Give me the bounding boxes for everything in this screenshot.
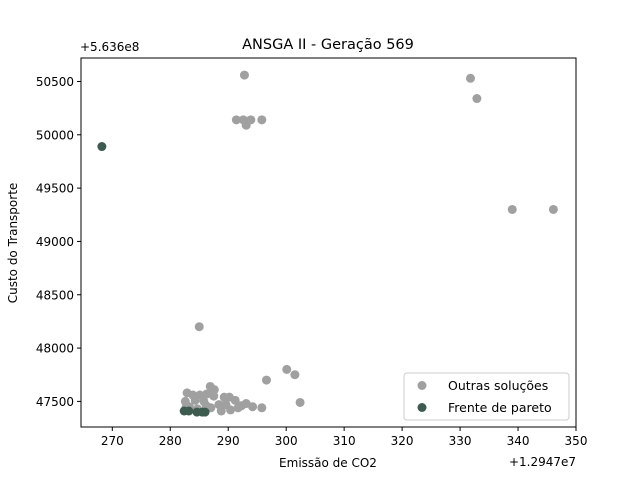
y-tick-label: 50500 [36,75,74,89]
data-point [241,120,251,130]
data-point [97,142,107,152]
y-tick-label: 49500 [36,182,74,196]
legend: Outras soluções Frente de pareto [403,372,570,421]
data-point [200,407,210,417]
x-tick-label: 280 [159,434,182,448]
data-point [233,403,243,413]
y-tick-label: 49000 [36,235,74,249]
legend-box [403,372,570,421]
x-tick-label: 350 [565,434,588,448]
data-point [239,70,249,80]
data-point [202,389,212,399]
x-tick-label: 320 [391,434,414,448]
y-tick-label: 47500 [36,395,74,409]
plot-frame [80,57,577,428]
data-point [194,322,204,332]
x-tick-label: 340 [507,434,530,448]
data-point [226,405,236,415]
axis-ticks: 270 280 290 300 310 320 330 340 350 47500 48000 485… [36,75,588,448]
data-point [190,395,200,405]
y-tick-label: 48500 [36,288,74,302]
series-outras-solucoes [180,70,558,416]
x-tick-label: 330 [449,434,472,448]
legend-marker-pareto [417,403,427,412]
data-point [472,94,482,104]
x-tick-label: 290 [217,434,240,448]
data-point [295,397,305,407]
x-tick-label: 310 [333,434,356,448]
data-point [282,364,292,374]
data-point [507,204,517,214]
data-point [261,375,271,385]
chart-title: ANSGA II - Geração 569 [242,37,414,53]
data-point [257,115,267,125]
legend-marker-outras [417,381,427,390]
x-tick-label: 300 [275,434,298,448]
data-point [216,406,226,416]
data-point [248,402,258,412]
y-tick-label: 50000 [36,128,74,142]
data-point [231,115,241,125]
legend-label-pareto: Frente de pareto [448,400,552,415]
x-axis-label: Emissão de CO2 [279,456,377,470]
data-point [290,370,300,380]
y-tick-label: 48000 [36,342,74,356]
x-tick-label: 270 [101,434,124,448]
y-offset-text: +5.636e8 [80,40,139,54]
data-point [548,204,558,214]
y-axis-label: Custo do Transporte [6,183,20,304]
data-point [257,403,267,413]
x-offset-text: +1.2947e7 [509,455,576,469]
data-point [466,73,476,83]
data-point [184,406,194,416]
legend-label-outras: Outras soluções [448,378,548,393]
data-points [97,70,558,417]
series-frente-de-pareto [97,142,210,417]
data-point [209,391,219,401]
data-point [230,395,240,405]
